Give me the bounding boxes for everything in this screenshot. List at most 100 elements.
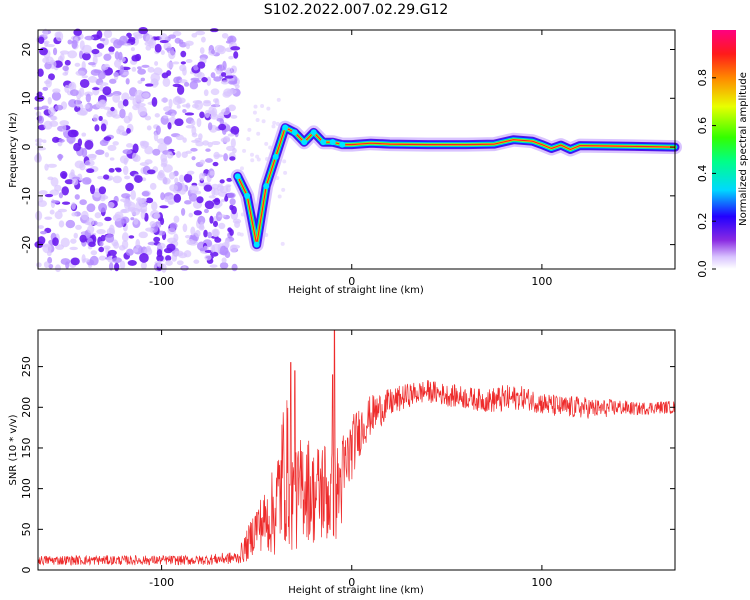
spectrogram-noise-blob: [256, 157, 261, 162]
spectrogram-noise-blob: [38, 190, 48, 195]
spectrogram-noise-blob: [98, 202, 108, 213]
spectrogram-noise-blob: [91, 48, 100, 55]
spectrogram-noise-blob: [103, 245, 111, 250]
spectrogram-noise-blob: [114, 262, 120, 272]
spectrogram-noise-blob: [70, 169, 75, 177]
spectrogram-noise-blob: [242, 148, 247, 153]
spectrogram-noise-blob: [141, 191, 150, 197]
spectrogram-noise-blob: [64, 179, 74, 185]
spectrogram-noise-blob: [229, 204, 234, 211]
spectrogram-noise-blob: [131, 54, 140, 62]
spectrogram-noise-blob: [139, 162, 149, 167]
spectrogram-noise-blob: [113, 72, 120, 77]
spectrogram-noise-blob: [211, 186, 216, 197]
spectrogram-noise-blob: [227, 104, 236, 112]
spectrogram-noise-blob: [85, 93, 92, 103]
spectrogram-noise-blob: [204, 158, 213, 163]
spectrogram-noise-blob: [239, 232, 244, 237]
spectrogram-noise-blob: [283, 170, 288, 175]
spectrogram-noise-blob: [69, 89, 79, 97]
spectrogram-noise-blob: [195, 141, 204, 147]
spectrogram-noise-blob: [192, 103, 199, 109]
spectrogram-signal-blob: [329, 139, 336, 146]
spectrogram-noise-blob: [94, 212, 102, 219]
spectrogram-noise-blob: [81, 254, 86, 264]
spectrogram-y-tick-label: 0: [20, 144, 33, 151]
spectrogram-noise-blob: [122, 165, 129, 176]
spectrogram-noise-blob: [74, 194, 80, 200]
spectrogram-noise-blob: [99, 139, 109, 146]
colorbar-ticks: 0.0 0.2 0.4 0.6 0.8: [696, 69, 716, 278]
spectrogram-noise-blob: [190, 226, 196, 236]
spectrogram-noise-blob: [226, 192, 236, 199]
spectrogram-noise-blob: [210, 113, 219, 120]
snr-x-axis-label: Height of straight line (km): [288, 585, 424, 596]
spectrogram-noise-blob: [168, 49, 176, 60]
spectrogram-noise-blob: [145, 34, 154, 45]
spectrogram-noise-blob: [79, 234, 87, 243]
spectrogram-noise-blob: [69, 246, 78, 251]
spectrogram-noise-blob: [132, 104, 140, 111]
spectrogram-noise-blobs: [34, 26, 288, 273]
spectrogram-noise-blob: [89, 184, 96, 195]
spectrogram-noise-blob: [197, 61, 206, 69]
spectrogram-noise-blob: [48, 264, 54, 269]
spectrogram-signal-blob: [310, 129, 317, 136]
spectrogram-noise-blob: [191, 132, 198, 138]
spectrogram-noise-blob: [68, 82, 75, 90]
spectrogram-noise-blob: [108, 224, 115, 235]
spectrogram-noise-blob: [183, 173, 193, 183]
spectrogram-signal-blob: [291, 129, 298, 136]
spectrogram-noise-blob: [174, 250, 184, 257]
spectrogram-noise-blob: [202, 140, 209, 146]
spectrogram-noise-blob: [199, 159, 206, 165]
spectrogram-noise-blob: [182, 223, 188, 233]
spectrogram-noise-blob: [166, 61, 174, 69]
spectrogram-noise-blob: [177, 97, 186, 104]
spectrogram-noise-blob: [216, 64, 223, 69]
spectrogram-noise-blob: [98, 115, 103, 121]
spectrogram-noise-blob: [74, 160, 85, 169]
spectrogram-noise-blob: [79, 87, 85, 97]
spectrogram-noise-blob: [52, 47, 58, 56]
spectrogram-x-tick-label: -100: [149, 275, 174, 288]
spectrogram-noise-blob: [154, 113, 160, 118]
spectrogram-noise-blob: [73, 232, 78, 239]
colorbar-tick-label: 0.8: [696, 69, 709, 87]
spectrogram-noise-blob: [45, 78, 52, 88]
spectrogram-noise-blob: [136, 197, 143, 203]
spectrogram-noise-blob: [108, 51, 115, 55]
spectrogram-noise-blob: [173, 233, 179, 242]
spectrogram-noise-blob: [140, 77, 146, 82]
spectrogram-noise-blob: [40, 230, 47, 235]
spectrogram-noise-blob: [196, 117, 202, 128]
spectrogram-noise-blob: [45, 56, 54, 65]
spectrogram-noise-blob: [112, 141, 119, 146]
spectrogram-noise-blob: [50, 177, 59, 187]
spectrogram-noise-blob: [98, 255, 107, 261]
spectrogram-signal-blob: [234, 173, 241, 180]
spectrogram-noise-blob: [165, 47, 175, 51]
spectrogram-noise-blob: [256, 131, 261, 136]
spectrogram-noise-blob: [99, 38, 106, 42]
spectrogram-noise-blob: [247, 127, 252, 132]
spectrogram-noise-blob: [37, 68, 44, 77]
spectrogram-noise-blob: [173, 215, 180, 223]
spectrogram-noise-blob: [118, 130, 127, 136]
spectrogram-noise-blob: [124, 175, 131, 180]
spectrogram-noise-blob: [211, 140, 221, 146]
spectrogram-noise-blob: [128, 235, 135, 239]
spectrogram-noise-blob: [255, 118, 260, 123]
spectrogram-noise-blob: [133, 248, 139, 253]
spectrogram-noise-blob: [35, 111, 42, 117]
spectrogram-noise-blob: [156, 254, 164, 262]
spectrogram-noise-blob: [75, 224, 82, 230]
spectrogram-noise-blob: [159, 40, 169, 44]
spectrogram-noise-blob: [282, 159, 287, 164]
spectrogram-noise-blob: [74, 62, 81, 67]
spectrogram-noise-blob: [225, 67, 233, 76]
spectrogram-noise-blob: [48, 107, 56, 116]
snr-series-line: [37, 329, 676, 566]
spectrogram-noise-blob: [185, 124, 195, 129]
